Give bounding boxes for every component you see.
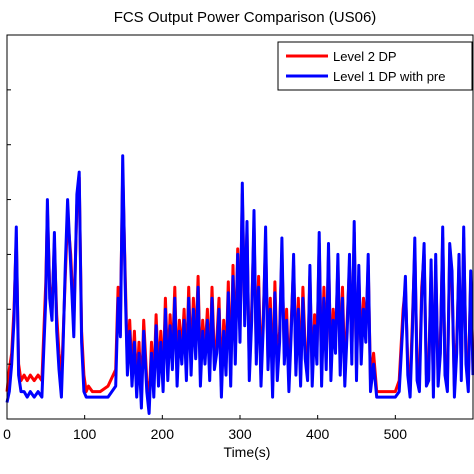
chart-title: FCS Output Power Comparison (US06) bbox=[114, 9, 377, 26]
x-tick-label: 200 bbox=[151, 426, 175, 442]
x-tick-label: 0 bbox=[3, 426, 11, 442]
legend-label-series-2: Level 1 DP with pre bbox=[333, 69, 446, 84]
legend: Level 2 DP Level 1 DP with pre bbox=[277, 41, 473, 91]
series-line-2 bbox=[5, 154, 474, 415]
x-axis-label: Time(s) bbox=[224, 444, 271, 460]
legend-box bbox=[277, 41, 473, 91]
x-tick-label: 100 bbox=[73, 426, 97, 442]
x-tick-label: 400 bbox=[306, 426, 330, 442]
y-axis bbox=[7, 34, 11, 420]
plot-lines bbox=[5, 154, 474, 415]
x-tick-label: 300 bbox=[228, 426, 252, 442]
x-axis: 0 100 200 300 400 500 bbox=[3, 415, 407, 442]
legend-label-series-1: Level 2 DP bbox=[333, 49, 397, 64]
x-tick-label: 500 bbox=[384, 426, 408, 442]
